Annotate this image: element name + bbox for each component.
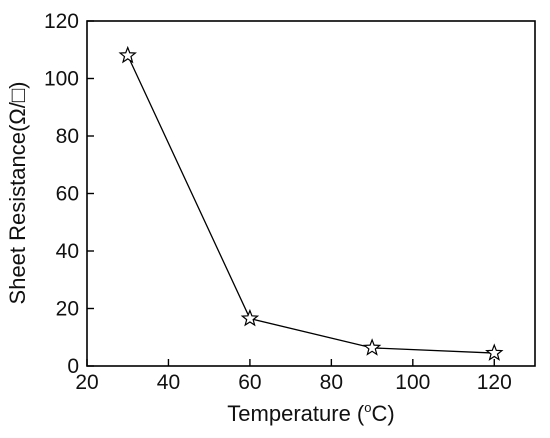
x-axis-title-degree: o <box>364 400 371 415</box>
x-axis-title-unit: C) <box>371 401 394 426</box>
data-point-star <box>240 308 260 327</box>
y-tick-label: 20 <box>56 298 79 321</box>
x-tick-label: 60 <box>238 371 261 394</box>
data-point-star <box>485 343 504 361</box>
y-tick-label: 0 <box>67 355 79 378</box>
x-axis-ticks: 20 40 60 80 100 120 <box>75 359 512 394</box>
plot-frame <box>86 20 536 367</box>
x-tick-label: 40 <box>157 371 180 394</box>
series-line <box>127 55 495 354</box>
x-tick-label: 100 <box>395 371 430 394</box>
x-axis-title-text: Temperature ( <box>227 401 365 426</box>
y-axis-ticks: 0 20 40 60 80 100 120 <box>44 10 94 378</box>
y-axis-title: Sheet Resistance(Ω/□) <box>5 82 30 305</box>
y-tick-label: 40 <box>56 240 79 263</box>
y-tick-label: 100 <box>44 68 79 91</box>
y-tick-label: 60 <box>56 183 79 206</box>
data-point-star <box>118 45 137 64</box>
series-markers <box>118 45 504 361</box>
data-point-star <box>362 338 382 356</box>
y-tick-label: 80 <box>56 125 79 148</box>
x-tick-label: 20 <box>75 371 98 394</box>
x-tick-label: 120 <box>477 371 512 394</box>
x-axis-title: Temperature (oC) <box>227 400 394 426</box>
x-tick-label: 80 <box>320 371 343 394</box>
y-tick-label: 120 <box>44 10 79 33</box>
